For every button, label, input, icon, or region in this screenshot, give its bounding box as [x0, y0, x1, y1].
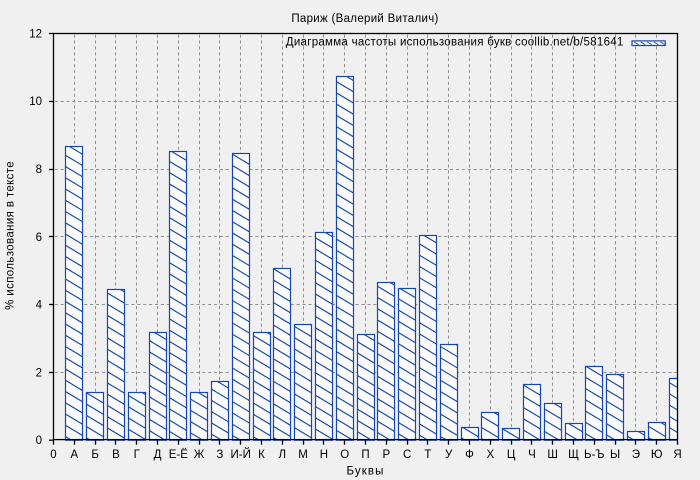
svg-text:8: 8 [36, 164, 42, 176]
svg-text:Щ: Щ [568, 449, 579, 461]
svg-text:Б: Б [91, 449, 99, 461]
svg-text:Ю: Ю [651, 449, 663, 461]
svg-text:Д: Д [154, 449, 162, 461]
svg-text:Ы: Ы [610, 449, 620, 461]
svg-text:Диаграмма частоты использовани: Диаграмма частоты использования букв coo… [286, 37, 624, 49]
svg-text:% использования в тексте: % использования в тексте [5, 161, 17, 310]
svg-text:Е-Ё: Е-Ё [169, 449, 189, 461]
svg-text:12: 12 [29, 28, 42, 40]
svg-text:Г: Г [134, 449, 141, 461]
svg-text:0: 0 [50, 449, 56, 461]
svg-text:Н: Н [320, 449, 328, 461]
svg-text:Т: Т [424, 449, 431, 461]
svg-text:Х: Х [486, 449, 494, 461]
svg-text:Р: Р [382, 449, 390, 461]
svg-text:В: В [112, 449, 120, 461]
svg-text:М: М [298, 449, 308, 461]
svg-text:Ш: Ш [547, 449, 558, 461]
svg-text:4: 4 [36, 300, 43, 312]
svg-text:6: 6 [36, 232, 42, 244]
svg-text:0: 0 [36, 435, 42, 447]
svg-text:У: У [445, 449, 453, 461]
svg-text:Париж (Валерий Виталич): Париж (Валерий Виталич) [291, 13, 438, 25]
svg-text:10: 10 [29, 96, 42, 108]
svg-text:Ь-Ъ: Ь-Ъ [584, 449, 604, 461]
svg-text:Я: Я [673, 449, 681, 461]
svg-text:Буквы: Буквы [347, 465, 385, 477]
svg-text:2: 2 [36, 367, 42, 379]
svg-text:Ц: Ц [507, 449, 516, 461]
svg-text:Ф: Ф [465, 449, 474, 461]
svg-text:А: А [70, 449, 78, 461]
svg-text:З: З [216, 449, 223, 461]
svg-text:О: О [340, 449, 349, 461]
svg-text:И-Й: И-Й [231, 448, 251, 461]
svg-text:Ж: Ж [194, 449, 205, 461]
svg-text:П: П [361, 449, 369, 461]
svg-text:С: С [403, 449, 411, 461]
svg-text:Ч: Ч [528, 449, 536, 461]
svg-text:Э: Э [632, 449, 640, 461]
svg-text:Л: Л [279, 449, 287, 461]
svg-text:К: К [258, 449, 265, 461]
